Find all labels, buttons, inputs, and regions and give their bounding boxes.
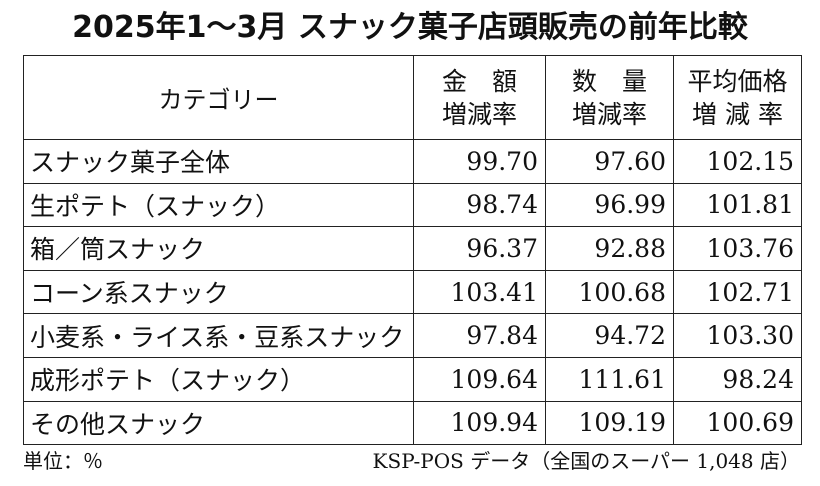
quantity-change-cell: 97.60 (545, 139, 674, 184)
table-row: コーン系スナック 103.41 100.68 102.71 (23, 269, 802, 315)
quantity-change-cell: 94.72 (545, 313, 674, 358)
avg-price-change-cell: 102.15 (673, 139, 802, 184)
column-header-quantity: 数 量 増減率 (545, 55, 674, 140)
category-cell: コーン系スナック (23, 269, 414, 315)
quantity-change-cell: 100.68 (545, 269, 674, 315)
column-header-quantity-line2: 増減率 (571, 99, 647, 129)
category-cell: その他スナック (23, 400, 414, 446)
column-header-avg-price: 平均価格 増 減 率 (673, 55, 802, 140)
column-header-avg-price-line1: 平均価格 (687, 66, 788, 96)
page-title: 2025年1～3月 スナック菓子店頭販売の前年比較 (72, 10, 748, 45)
avg-price-change-cell: 103.76 (673, 226, 802, 271)
quantity-change-cell: 92.88 (545, 226, 674, 271)
quantity-change-cell: 96.99 (545, 182, 674, 228)
category-cell: 成形ポテト（スナック） (23, 356, 414, 402)
column-header-category: カテゴリー (23, 55, 414, 140)
source-note: KSP-POS データ（全国のスーパー 1,048 店） (372, 449, 800, 473)
table-row: 箱／筒スナック 96.37 92.88 103.76 (23, 226, 802, 271)
table-row: 生ポテト（スナック） 98.74 96.99 101.81 (23, 182, 802, 228)
avg-price-change-cell: 100.69 (673, 400, 802, 446)
avg-price-change-cell: 103.30 (673, 313, 802, 358)
category-cell: 箱／筒スナック (23, 226, 414, 271)
amount-change-cell: 96.37 (413, 226, 546, 271)
table-header-row: カテゴリー 金 額 増減率 数 量 増減率 平均価格 増 減 率 (23, 55, 802, 140)
quantity-change-cell: 111.61 (545, 356, 674, 402)
amount-change-cell: 109.94 (413, 400, 546, 446)
amount-change-cell: 97.84 (413, 313, 546, 358)
avg-price-change-cell: 101.81 (673, 182, 802, 228)
column-header-amount: 金 額 増減率 (413, 55, 546, 140)
column-header-amount-line1: 金 額 (441, 66, 517, 96)
amount-change-cell: 99.70 (413, 139, 546, 184)
category-cell: 小麦系・ライス系・豆系スナック (23, 313, 414, 358)
category-cell: スナック菓子全体 (23, 139, 414, 184)
unit-note: 単位：％ (23, 449, 103, 473)
table-row: 成形ポテト（スナック） 109.64 111.61 98.24 (23, 356, 802, 402)
table-row: スナック菓子全体 99.70 97.60 102.15 (23, 139, 802, 184)
avg-price-change-cell: 102.71 (673, 269, 802, 315)
table-row: その他スナック 109.94 109.19 100.69 (23, 400, 802, 446)
quantity-change-cell: 109.19 (545, 400, 674, 446)
amount-change-cell: 103.41 (413, 269, 546, 315)
amount-change-cell: 109.64 (413, 356, 546, 402)
column-header-amount-line2: 増減率 (441, 99, 517, 129)
comparison-table: カテゴリー 金 額 増減率 数 量 増減率 平均価格 増 減 率 スナック菓子全… (23, 55, 802, 446)
amount-change-cell: 98.74 (413, 182, 546, 228)
column-header-avg-price-line2: 増 減 率 (692, 99, 783, 129)
category-cell: 生ポテト（スナック） (23, 182, 414, 228)
table-row: 小麦系・ライス系・豆系スナック 97.84 94.72 103.30 (23, 313, 802, 358)
column-header-quantity-line1: 数 量 (571, 66, 647, 96)
avg-price-change-cell: 98.24 (673, 356, 802, 402)
